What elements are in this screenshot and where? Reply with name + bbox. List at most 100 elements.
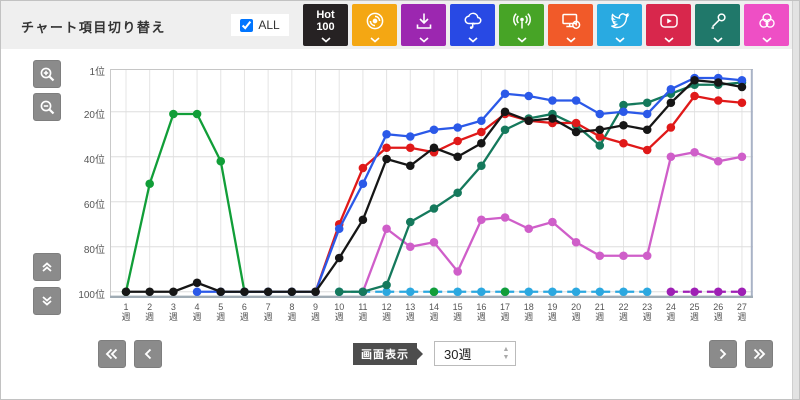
streaming-button[interactable]	[450, 4, 495, 46]
composite-button[interactable]	[744, 4, 789, 46]
download-button[interactable]	[401, 4, 446, 46]
red-dot[interactable]	[619, 138, 628, 148]
cyan-dot[interactable]	[642, 287, 652, 297]
cyan-dot[interactable]	[524, 287, 534, 297]
black-dot[interactable]	[619, 120, 628, 130]
magenta-dot[interactable]	[666, 152, 676, 162]
black-dot[interactable]	[690, 75, 699, 85]
display-range-select[interactable]: 30週 ▲ ▼	[434, 341, 516, 366]
magenta-dot[interactable]	[453, 267, 462, 276]
magenta-dot[interactable]	[571, 237, 581, 247]
purple-dot[interactable]	[737, 287, 747, 297]
black-dot[interactable]	[429, 143, 439, 153]
green-dot[interactable]	[192, 109, 202, 119]
black-dot[interactable]	[216, 287, 226, 297]
black-dot[interactable]	[358, 215, 368, 225]
cyan-dot[interactable]	[619, 287, 628, 297]
magenta-dot[interactable]	[524, 224, 534, 234]
blue-dot[interactable]	[595, 109, 605, 119]
teal-dot[interactable]	[619, 100, 628, 110]
red-dot[interactable]	[713, 96, 723, 105]
cyan-dot[interactable]	[477, 287, 486, 297]
black-dot[interactable]	[287, 287, 297, 297]
teal-dot[interactable]	[453, 188, 462, 198]
zoom-out-button[interactable]	[33, 93, 61, 121]
blue-dot[interactable]	[358, 179, 368, 189]
magenta-dot[interactable]	[642, 251, 652, 261]
black-dot[interactable]	[666, 98, 676, 108]
blue-dot[interactable]	[429, 125, 439, 135]
cyan-dot[interactable]	[453, 287, 462, 297]
cyan-dot[interactable]	[548, 287, 557, 297]
magenta-dot[interactable]	[405, 242, 415, 252]
magenta-dot[interactable]	[548, 217, 557, 227]
blue-dot[interactable]	[500, 89, 510, 99]
teal-dot[interactable]	[334, 287, 344, 297]
blue-dot[interactable]	[453, 123, 462, 132]
blue-dot[interactable]	[334, 224, 344, 234]
teal-dot[interactable]	[642, 98, 652, 108]
red-dot[interactable]	[666, 123, 676, 132]
black-dot[interactable]	[453, 152, 462, 162]
zoom-in-button[interactable]	[33, 60, 61, 88]
blue-dot[interactable]	[524, 91, 534, 101]
black-dot[interactable]	[737, 82, 747, 92]
magenta-dot[interactable]	[713, 156, 723, 166]
green-dot[interactable]	[169, 109, 178, 119]
green-dot[interactable]	[500, 287, 510, 297]
magenta-dot[interactable]	[382, 224, 391, 234]
magenta-dot[interactable]	[595, 251, 605, 261]
cyan-dot[interactable]	[382, 287, 391, 297]
black-dot[interactable]	[548, 114, 557, 123]
teal-dot[interactable]	[429, 204, 439, 213]
red-dot[interactable]	[453, 136, 462, 146]
green-dot[interactable]	[429, 287, 439, 297]
cyan-dot[interactable]	[595, 287, 605, 297]
teal-dot[interactable]	[500, 125, 510, 135]
purple-dot[interactable]	[690, 287, 699, 297]
black-dot[interactable]	[121, 287, 131, 297]
black-dot[interactable]	[192, 278, 202, 288]
black-dot[interactable]	[169, 287, 178, 297]
magenta-dot[interactable]	[477, 215, 486, 225]
magenta-dot[interactable]	[737, 152, 747, 162]
red-dot[interactable]	[690, 91, 699, 101]
black-dot[interactable]	[595, 125, 605, 135]
blue-dot[interactable]	[548, 96, 557, 105]
green-dot[interactable]	[216, 156, 226, 166]
black-dot[interactable]	[382, 154, 391, 164]
blue-dot[interactable]	[642, 109, 652, 119]
blue-dot[interactable]	[571, 96, 581, 105]
red-dot[interactable]	[595, 132, 605, 141]
green-dot[interactable]	[145, 179, 154, 189]
prev-page-button[interactable]	[134, 340, 162, 368]
teal-dot[interactable]	[382, 280, 391, 290]
scroll-up-button[interactable]	[33, 253, 61, 281]
black-dot[interactable]	[334, 253, 344, 263]
black-dot[interactable]	[642, 125, 652, 135]
red-dot[interactable]	[358, 163, 368, 173]
all-checkbox[interactable]	[240, 18, 254, 32]
teal-dot[interactable]	[405, 217, 415, 227]
black-dot[interactable]	[713, 78, 723, 87]
blue-dot[interactable]	[192, 287, 202, 297]
magenta-dot[interactable]	[690, 147, 699, 157]
blue-dot[interactable]	[619, 107, 628, 117]
karaoke-button[interactable]	[695, 4, 740, 46]
first-page-button[interactable]	[98, 340, 126, 368]
red-dot[interactable]	[477, 127, 486, 137]
teal-dot[interactable]	[477, 161, 486, 171]
scroll-down-button[interactable]	[33, 287, 61, 315]
magenta-dot[interactable]	[500, 213, 510, 222]
cyan-dot[interactable]	[571, 287, 581, 297]
teal-dot[interactable]	[358, 287, 368, 297]
cd-sales-button[interactable]	[352, 4, 397, 46]
lookup-button[interactable]	[548, 4, 593, 46]
spinner-arrows-icon[interactable]: ▲ ▼	[502, 346, 510, 361]
red-dot[interactable]	[737, 98, 747, 108]
magenta-dot[interactable]	[619, 251, 628, 261]
blue-dot[interactable]	[737, 75, 747, 85]
red-dot[interactable]	[571, 118, 581, 128]
hot100-button[interactable]: Hot 100	[303, 4, 348, 46]
youtube-button[interactable]	[646, 4, 691, 46]
